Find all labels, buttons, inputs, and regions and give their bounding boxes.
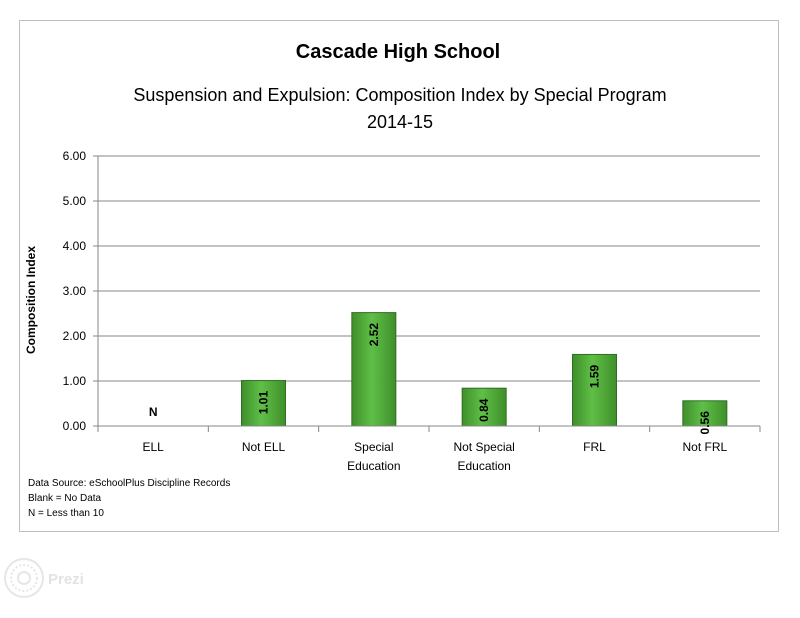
y-tick-label: 6.00 — [63, 149, 87, 163]
category-label: Not ELL — [242, 440, 286, 454]
data-label: 0.84 — [477, 398, 491, 422]
prezi-logo-icon — [4, 558, 44, 598]
data-label: 2.52 — [367, 323, 381, 347]
y-axis-label: Composition Index — [24, 246, 38, 354]
category-label: Education — [457, 459, 510, 473]
data-label: 1.59 — [588, 364, 602, 388]
data-label: N — [149, 405, 158, 419]
data-label: 0.56 — [698, 411, 712, 435]
x-axis — [97, 156, 761, 432]
y-tick-label: 2.00 — [63, 329, 87, 343]
bars — [241, 312, 728, 427]
category-label: FRL — [583, 440, 606, 454]
data-labels: N 1.01 2.52 0.84 1.59 0.56 — [149, 323, 712, 435]
note-blank: Blank = No Data — [28, 493, 102, 504]
category-label: Not Special — [453, 440, 514, 454]
note-data-source: Data Source: eSchoolPlus Discipline Reco… — [28, 478, 230, 489]
bar — [572, 353, 617, 427]
note-n: N = Less than 10 — [28, 508, 104, 519]
bar — [351, 312, 397, 427]
y-tick-label: 1.00 — [63, 374, 87, 388]
chart-frame — [19, 20, 779, 532]
data-label: 1.01 — [257, 391, 271, 415]
prezi-watermark: Prezi — [48, 571, 84, 588]
category-label: Not FRL — [682, 440, 727, 454]
y-tick-label: 3.00 — [63, 284, 87, 298]
category-label: ELL — [142, 440, 164, 454]
category-labels: ELL Not ELL Special Education Not Special Edu… — [142, 440, 727, 473]
gridlines — [98, 155, 760, 382]
y-tick-label: 5.00 — [63, 194, 87, 208]
y-tick-label: 4.00 — [63, 239, 87, 253]
chart-year: 2014-15 — [367, 112, 433, 132]
chart-title: Cascade High School — [296, 41, 501, 63]
category-label: Education — [347, 459, 400, 473]
chart-subtitle: Suspension and Expulsion: Composition In… — [133, 85, 666, 105]
y-axis-ticks: 0.00 1.00 2.00 3.00 4.00 5.00 6.00 — [63, 149, 98, 433]
category-label: Special — [354, 440, 393, 454]
y-tick-label: 0.00 — [63, 419, 87, 433]
